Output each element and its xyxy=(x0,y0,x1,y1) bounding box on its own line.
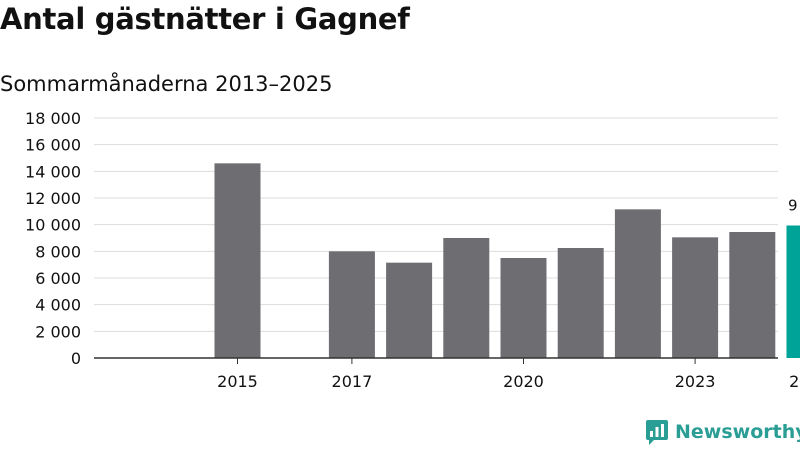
x-tick-label: 2023 xyxy=(675,372,716,391)
bars xyxy=(214,163,800,358)
y-tick-label: 2 000 xyxy=(35,322,81,341)
bar-2018 xyxy=(386,262,433,358)
brand-name: Newsworthy xyxy=(675,421,800,443)
x-tick-label: 2020 xyxy=(503,372,544,391)
brand: Newsworthy xyxy=(645,418,800,446)
y-tick-label: 4 000 xyxy=(35,296,81,315)
bar-2015 xyxy=(214,163,261,358)
bar-2023 xyxy=(672,237,719,358)
x-axis-tick-labels: 2015 2017 2020 2023 2025 xyxy=(217,358,800,391)
y-tick-label: 10 000 xyxy=(25,216,81,235)
x-tick-label: 2025 xyxy=(789,372,800,391)
bar-2025 xyxy=(786,225,800,358)
y-axis-tick-labels: 0 2 000 4 000 6 000 8 000 10 000 12 000 14 000 1… xyxy=(25,109,81,368)
data-label-2025: 9 938 xyxy=(788,196,800,214)
x-tick-label: 2015 xyxy=(217,372,258,391)
newsworthy-logo-icon xyxy=(646,420,668,445)
y-tick-label: 12 000 xyxy=(25,189,81,208)
bar-2024 xyxy=(729,232,776,358)
y-tick-label: 6 000 xyxy=(35,269,81,288)
bar-2021 xyxy=(557,248,604,358)
y-tick-label: 16 000 xyxy=(25,136,81,155)
x-tick-label: 2017 xyxy=(332,372,373,391)
bar-2022 xyxy=(614,209,661,358)
bar-2017 xyxy=(328,251,375,358)
chart-title: Antal gästnätter i Gagnef xyxy=(0,2,410,36)
y-tick-label: 8 000 xyxy=(35,242,81,261)
y-tick-label: 0 xyxy=(71,349,81,368)
bar-2020 xyxy=(500,258,547,358)
gridlines xyxy=(94,117,778,332)
y-tick-label: 18 000 xyxy=(25,109,81,128)
chart-subtitle: Sommarmånaderna 2013–2025 xyxy=(0,72,333,96)
y-tick-label: 14 000 xyxy=(25,162,81,181)
bar-2019 xyxy=(443,238,490,358)
data-labels: 9 938 xyxy=(788,196,800,214)
